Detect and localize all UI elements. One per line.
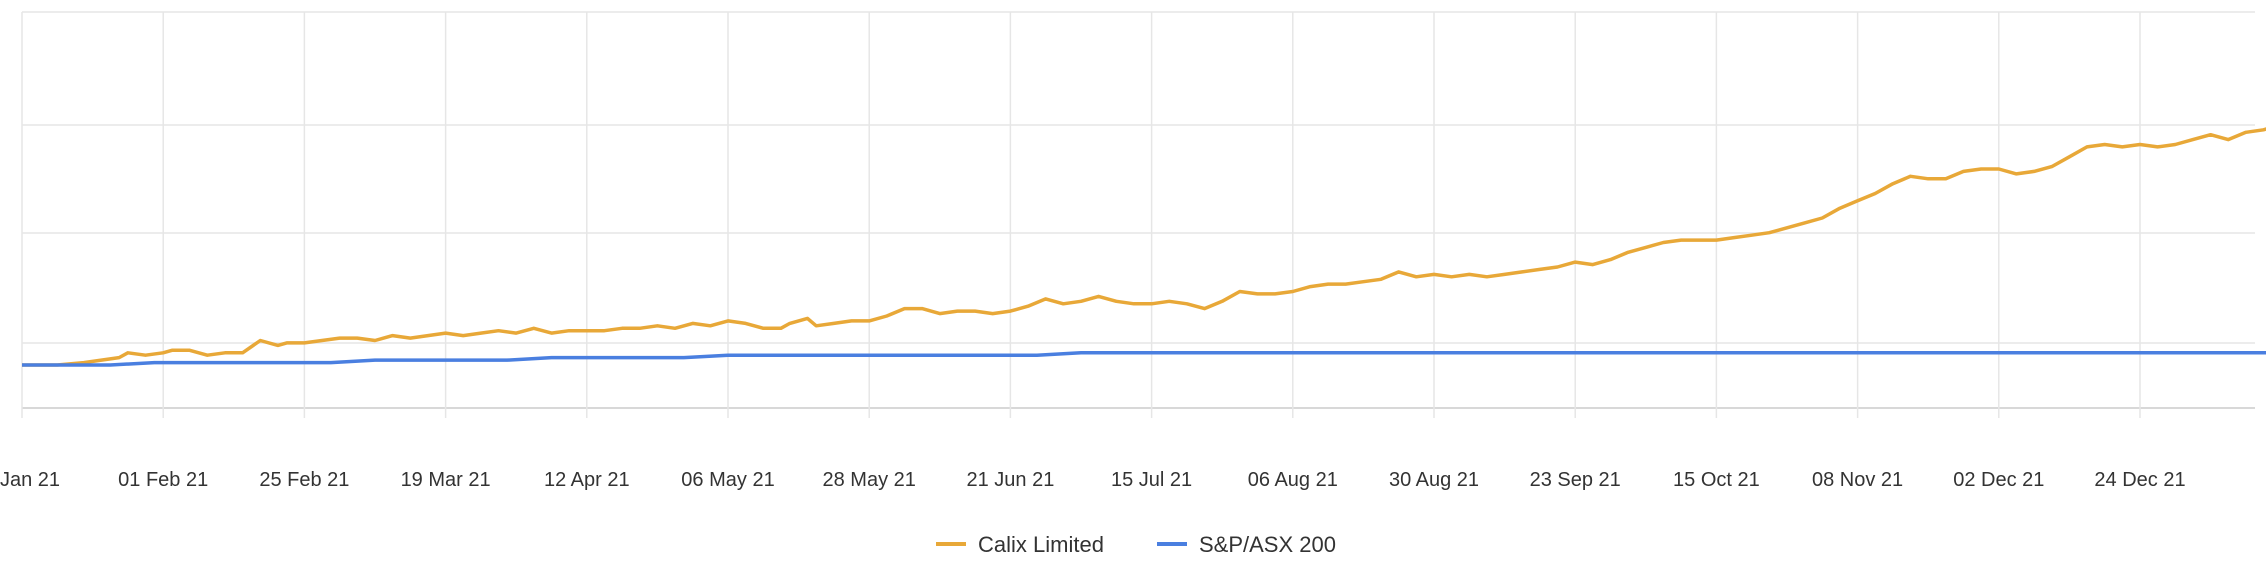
series-layer [22, 127, 2266, 367]
x-tick-label: Jan 21 [0, 469, 60, 491]
x-tick-label: 23 Sep 21 [1530, 469, 1621, 491]
x-tick-label: 08 Nov 21 [1812, 469, 1903, 491]
x-tick-label: 15 Oct 21 [1673, 469, 1760, 491]
series-line-calix-limited [22, 127, 2266, 367]
x-tick-label: 24 Dec 21 [2094, 469, 2185, 491]
legend-label: S&P/ASX 200 [1199, 532, 1336, 557]
x-tick-label: 01 Feb 21 [118, 469, 208, 491]
x-tick-label: 21 Jun 21 [966, 469, 1054, 491]
x-axis-ticks: Jan 21 01 Feb 21 25 Feb 21 19 Mar 21 12 Apr … [0, 469, 2186, 491]
legend-label: Calix Limited [978, 532, 1104, 557]
x-tick-label: 06 Aug 21 [1248, 469, 1338, 491]
x-tick-label: 30 Aug 21 [1389, 469, 1479, 491]
x-tick-label: 28 May 21 [823, 469, 916, 491]
legend-item[interactable]: S&P/ASX 200 [1157, 532, 1336, 557]
gridlines [21, 11, 2255, 418]
legend-item[interactable]: Calix Limited [936, 532, 1104, 557]
x-tick-label: 19 Mar 21 [401, 469, 491, 491]
x-tick-label: 15 Jul 21 [1111, 469, 1192, 491]
x-tick-label: 25 Feb 21 [259, 469, 349, 491]
legend[interactable]: Calix Limited S&P/ASX 200 [936, 532, 1336, 557]
x-tick-label: 02 Dec 21 [1953, 469, 2044, 491]
x-tick-label: 12 Apr 21 [544, 469, 630, 491]
series-line-s-p-asx-200 [22, 351, 2266, 367]
x-tick-label: 06 May 21 [681, 469, 774, 491]
